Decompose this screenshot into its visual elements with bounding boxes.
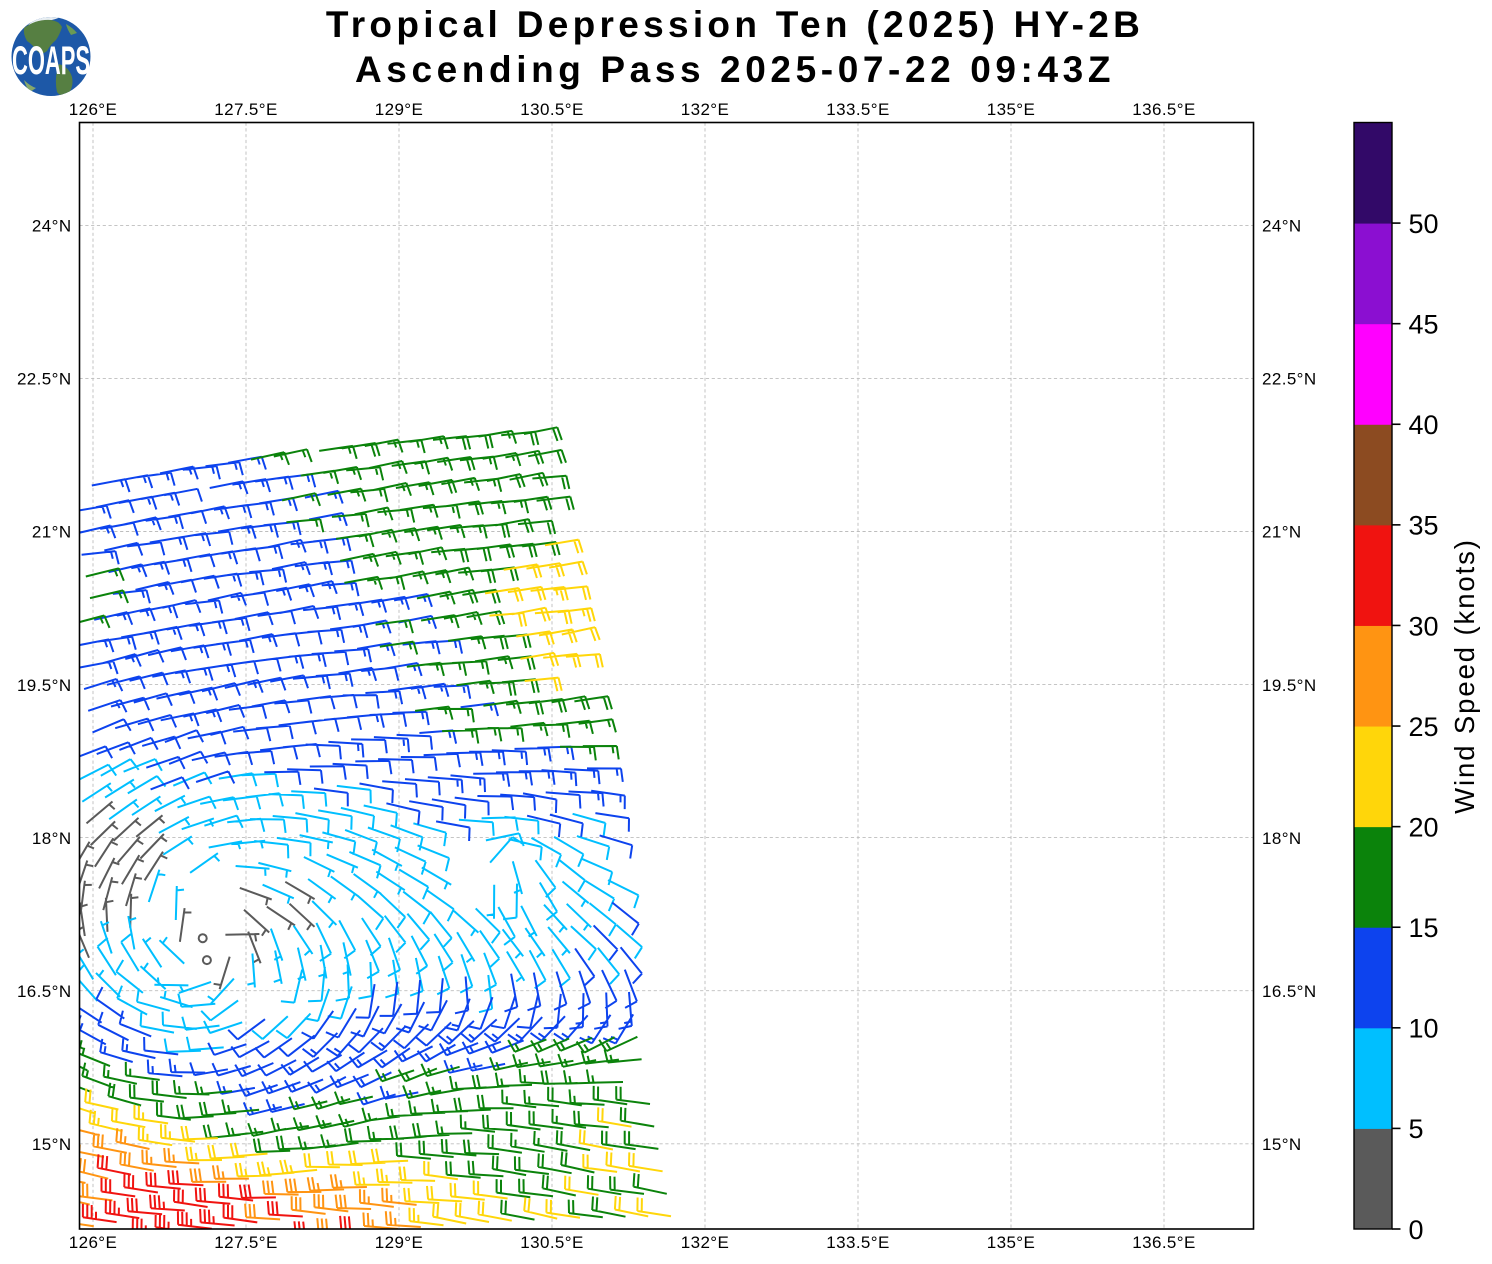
svg-text:18°N: 18°N [1262, 829, 1302, 848]
svg-text:135°E: 135°E [987, 1233, 1036, 1252]
svg-text:127.5°E: 127.5°E [214, 1233, 277, 1252]
svg-text:130.5°E: 130.5°E [520, 1233, 583, 1252]
svg-text:30: 30 [1409, 611, 1439, 641]
svg-text:21°N: 21°N [32, 523, 72, 542]
svg-text:132°E: 132°E [681, 1233, 730, 1252]
svg-text:0: 0 [1409, 1215, 1424, 1245]
svg-text:24°N: 24°N [1262, 217, 1302, 236]
svg-text:18°N: 18°N [32, 829, 72, 848]
svg-text:22.5°N: 22.5°N [17, 370, 72, 389]
svg-text:50: 50 [1409, 209, 1439, 239]
svg-text:136.5°E: 136.5°E [1132, 1233, 1195, 1252]
svg-text:COAPS: COAPS [12, 39, 90, 83]
svg-text:25: 25 [1409, 712, 1439, 742]
svg-text:129°E: 129°E [375, 100, 424, 119]
svg-text:Tropical Depression Ten (2025): Tropical Depression Ten (2025) HY-2B [326, 4, 1144, 45]
svg-text:132°E: 132°E [681, 100, 730, 119]
svg-text:35: 35 [1409, 511, 1439, 541]
svg-text:24°N: 24°N [32, 217, 72, 236]
svg-text:19.5°N: 19.5°N [17, 676, 72, 695]
svg-text:15: 15 [1409, 913, 1439, 943]
svg-text:15°N: 15°N [1262, 1135, 1302, 1154]
svg-text:45: 45 [1409, 309, 1439, 339]
svg-text:133.5°E: 133.5°E [826, 1233, 889, 1252]
svg-text:133.5°E: 133.5°E [826, 100, 889, 119]
svg-text:130.5°E: 130.5°E [520, 100, 583, 119]
svg-text:Ascending Pass 2025-07-22 09:4: Ascending Pass 2025-07-22 09:43Z [355, 49, 1115, 90]
svg-text:136.5°E: 136.5°E [1132, 100, 1195, 119]
svg-text:135°E: 135°E [987, 100, 1036, 119]
svg-text:40: 40 [1409, 410, 1439, 440]
svg-text:20: 20 [1409, 812, 1439, 842]
svg-text:10: 10 [1409, 1014, 1439, 1044]
svg-text:Wind Speed (knots): Wind Speed (knots) [1449, 538, 1480, 814]
svg-text:5: 5 [1409, 1114, 1424, 1144]
svg-text:126°E: 126°E [69, 100, 118, 119]
svg-text:129°E: 129°E [375, 1233, 424, 1252]
svg-text:15°N: 15°N [32, 1135, 72, 1154]
svg-text:22.5°N: 22.5°N [1262, 370, 1317, 389]
svg-text:127.5°E: 127.5°E [214, 100, 277, 119]
svg-text:16.5°N: 16.5°N [17, 982, 72, 1001]
svg-text:16.5°N: 16.5°N [1262, 982, 1317, 1001]
svg-text:126°E: 126°E [69, 1233, 118, 1252]
svg-text:21°N: 21°N [1262, 523, 1302, 542]
svg-text:19.5°N: 19.5°N [1262, 676, 1317, 695]
